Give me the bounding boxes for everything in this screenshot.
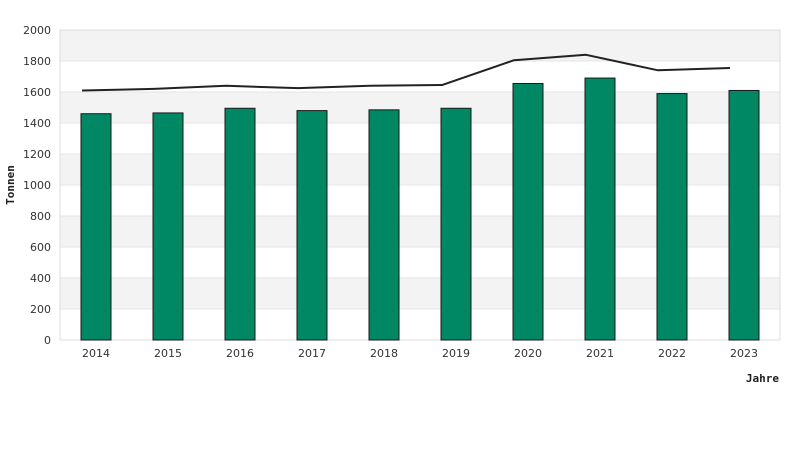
x-tick-label: 2016 (226, 347, 254, 360)
x-tick-label: 2017 (298, 347, 326, 360)
bar (440, 107, 472, 341)
y-tick-label: 1400 (23, 117, 51, 130)
x-tick-labels: 2014 2015 2016 2017 2018 2019 2020 2021 2022 2023 (82, 347, 758, 360)
plot-frame (59, 29, 781, 341)
y-tick-label: 800 (30, 210, 51, 223)
x-tick-label: 2019 (442, 347, 470, 360)
x-tick-label: 2023 (730, 347, 758, 360)
x-tick-label: 2021 (586, 347, 614, 360)
x-tick-label: 2022 (658, 347, 686, 360)
x-tick-label: 2014 (82, 347, 110, 360)
y-tick-label: 2000 (23, 24, 51, 37)
bar (368, 109, 400, 341)
y-tick-label: 600 (30, 241, 51, 254)
bar (584, 77, 616, 341)
bar (152, 112, 184, 341)
y-tick-label: 1800 (23, 55, 51, 68)
x-tick-label: 2015 (154, 347, 182, 360)
bar (512, 82, 544, 341)
y-tick-label: 200 (30, 303, 51, 316)
line-path (81, 53, 731, 92)
y-axis-title: Tonnen (4, 165, 17, 205)
y-tick-label: 0 (44, 334, 51, 347)
line-series (81, 53, 731, 92)
x-tick-label: 2018 (370, 347, 398, 360)
grid-band (60, 30, 780, 61)
bar (656, 93, 688, 341)
bar (224, 107, 256, 341)
bar (80, 113, 112, 341)
x-axis-title: Jahre (746, 372, 779, 385)
bar (728, 89, 760, 341)
y-tick-label: 1600 (23, 86, 51, 99)
y-tick-labels: 0 200 400 600 800 1000 1200 1400 1600 1800 2000 (23, 24, 51, 347)
y-tick-label: 1200 (23, 148, 51, 161)
y-tick-label: 400 (30, 272, 51, 285)
bar-series (80, 77, 760, 341)
x-tick-label: 2020 (514, 347, 542, 360)
bar (296, 110, 328, 341)
y-tick-label: 1000 (23, 179, 51, 192)
